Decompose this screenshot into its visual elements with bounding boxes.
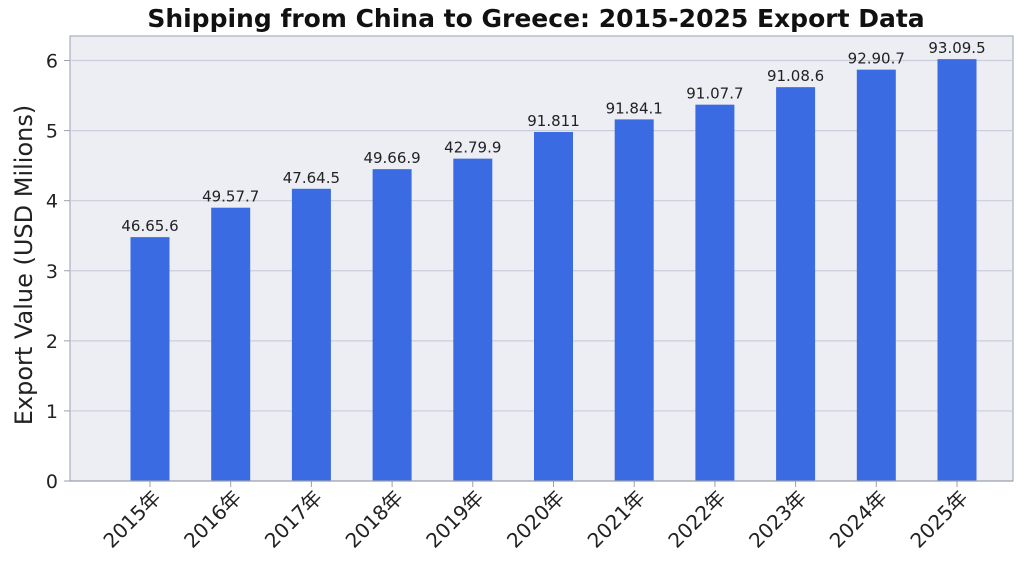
y-axis-label: Export Value (USD Milions): [10, 105, 38, 425]
data-label: 47.64.5: [283, 169, 340, 187]
bar: [372, 169, 412, 482]
bar: [937, 59, 977, 482]
data-label: 42.79.9: [444, 139, 501, 157]
y-tick-label: 1: [46, 401, 58, 423]
bar: [856, 69, 896, 482]
y-tick-label: 5: [46, 121, 58, 143]
data-label: 93.09.5: [928, 39, 985, 57]
x-tick-label: 2024年: [825, 486, 892, 553]
x-tick-label: 2023年: [744, 486, 811, 553]
x-tick-label: 2021年: [583, 486, 650, 553]
x-axis-ticks: 2015年 2016年 2017年 2018年 2019年 2020年 2021年 2022年…: [98, 481, 973, 553]
y-tick-label: 2: [46, 331, 58, 353]
y-axis-ticks: 0 1 2 3 4 5 6: [46, 51, 70, 493]
data-label: 92.90.7: [848, 50, 905, 68]
bar: [211, 207, 251, 481]
data-label: 91.07.7: [686, 85, 743, 103]
x-tick-label: 2019年: [421, 486, 488, 553]
y-tick-label: 3: [46, 261, 58, 283]
data-label: 91.84.1: [606, 99, 663, 117]
y-tick-label: 4: [46, 191, 58, 213]
bars: [130, 59, 977, 482]
data-label: 91.811: [527, 112, 580, 130]
data-label: 49.57.7: [202, 188, 259, 206]
bar: [291, 188, 331, 481]
chart-title: Shipping from China to Greece: 2015-2025…: [147, 4, 924, 33]
data-label: 46.65.6: [121, 217, 178, 235]
y-tick-label: 6: [46, 51, 58, 73]
bar: [534, 132, 573, 481]
bar: [695, 104, 735, 482]
bar: [130, 237, 170, 481]
x-tick-label: 2015年: [98, 486, 165, 553]
x-tick-label: 2020年: [502, 486, 569, 553]
y-tick-label: 0: [46, 471, 58, 493]
bar: [614, 119, 654, 481]
x-tick-label: 2017年: [260, 486, 327, 553]
data-labels: 46.65.6 49.57.7 47.64.5 49.66.9 42.79.9 91.81…: [121, 39, 985, 235]
x-tick-label: 2016年: [179, 486, 246, 553]
x-tick-label: 2022年: [663, 486, 730, 553]
data-label: 49.66.9: [363, 149, 420, 167]
data-label: 91.08.6: [767, 67, 824, 85]
bar: [776, 87, 816, 482]
bar: [453, 158, 493, 481]
x-tick-label: 2018年: [341, 486, 408, 553]
x-tick-label: 2025年: [905, 486, 972, 553]
